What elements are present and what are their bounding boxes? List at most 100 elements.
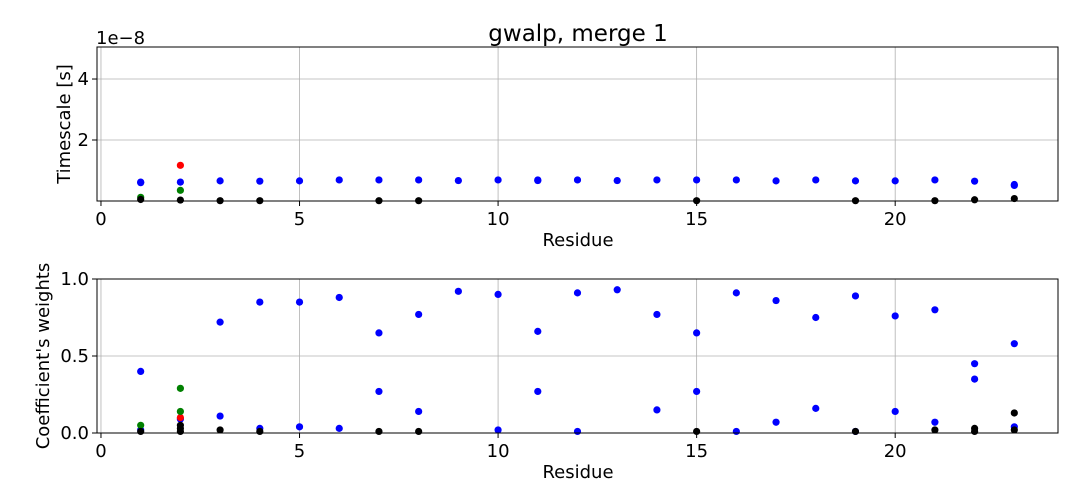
data-point <box>693 329 701 337</box>
data-point <box>415 407 423 416</box>
data-point <box>335 176 343 184</box>
data-point <box>335 424 343 432</box>
data-point <box>454 176 462 185</box>
x-tick-label: 15 <box>685 209 708 230</box>
data-point <box>693 176 701 184</box>
data-point <box>971 177 979 185</box>
data-point <box>891 312 899 320</box>
x-tick-label: 10 <box>487 209 510 230</box>
data-point <box>931 176 939 184</box>
x-tick-label: 5 <box>294 441 305 462</box>
y-axis-label: Coefficient's weights <box>33 263 54 450</box>
x-tick-label: 5 <box>294 209 305 230</box>
data-point <box>931 306 939 314</box>
y-tick-label: 2 <box>78 130 89 151</box>
data-point <box>891 407 899 416</box>
data-point <box>851 292 860 300</box>
data-point <box>613 176 621 185</box>
data-point <box>375 427 383 436</box>
x-axis-label: Residue <box>542 230 613 251</box>
data-point <box>176 178 184 186</box>
data-point <box>573 427 582 436</box>
data-point <box>375 176 383 184</box>
data-point <box>216 412 224 420</box>
data-point <box>732 176 740 184</box>
data-point <box>256 427 264 436</box>
data-point <box>772 418 780 426</box>
y-offset-text: 1e−8 <box>96 28 145 49</box>
data-point <box>176 414 184 422</box>
data-point <box>891 177 899 185</box>
data-point <box>137 427 145 436</box>
data-point <box>1010 194 1018 203</box>
data-point <box>216 426 224 434</box>
data-point <box>534 387 542 396</box>
data-point <box>137 421 145 429</box>
data-point <box>137 195 145 204</box>
data-point <box>176 384 184 392</box>
x-tick-label: 20 <box>884 209 907 230</box>
data-point <box>415 427 423 436</box>
data-point <box>573 176 582 184</box>
data-point <box>812 176 820 184</box>
data-point <box>971 375 979 383</box>
data-point <box>971 427 979 436</box>
data-point <box>176 196 184 204</box>
weights-panel: 0 5 10 15 20 0.0 0.5 1.0 Residue Coefficient's we… <box>33 263 1059 483</box>
data-point <box>137 179 145 187</box>
x-tick-label: 0 <box>95 441 106 462</box>
data-point <box>613 286 621 294</box>
data-point <box>256 177 264 185</box>
data-point <box>534 176 542 185</box>
data-point <box>176 186 184 194</box>
data-point <box>693 387 701 396</box>
data-point <box>772 177 780 185</box>
data-point <box>534 327 542 335</box>
data-point <box>494 176 502 184</box>
x-tick-label: 0 <box>95 209 106 230</box>
data-point <box>851 427 860 436</box>
data-point <box>1010 409 1018 417</box>
data-point <box>295 177 304 185</box>
data-point <box>454 287 462 295</box>
data-point <box>494 290 502 298</box>
chart-title: gwalp, merge 1 <box>488 21 667 47</box>
data-point <box>176 427 184 436</box>
data-point <box>295 298 304 306</box>
data-point <box>216 318 224 326</box>
y-tick-label: 4 <box>78 69 89 90</box>
data-point <box>415 310 423 319</box>
x-tick-label: 20 <box>884 441 907 462</box>
data-point <box>653 406 661 414</box>
data-point <box>415 176 423 184</box>
data-point <box>375 387 383 396</box>
data-point <box>216 177 224 185</box>
data-point <box>772 296 780 305</box>
data-point <box>176 407 184 416</box>
data-point <box>851 177 860 185</box>
y-tick-label: 0.0 <box>60 423 89 444</box>
data-point <box>375 329 383 337</box>
data-point <box>931 426 939 434</box>
data-point <box>1010 340 1018 348</box>
data-point <box>653 310 661 319</box>
data-point <box>732 289 740 297</box>
data-point <box>971 196 979 204</box>
timescale-panel: 0 5 10 15 20 2 4 Residue Timescale [s] 1e−8 <box>54 28 1059 251</box>
y-tick-label: 1.0 <box>60 269 89 290</box>
data-point <box>295 423 304 431</box>
data-point <box>732 427 740 436</box>
data-point <box>176 161 184 169</box>
x-tick-label: 15 <box>685 441 708 462</box>
data-point <box>1010 181 1018 190</box>
data-point <box>573 289 582 297</box>
data-point <box>971 360 979 368</box>
axes-frame <box>96 46 1059 202</box>
data-point <box>812 313 820 322</box>
data-point <box>256 298 264 306</box>
x-axis-label: Residue <box>542 462 613 483</box>
data-point <box>335 293 343 302</box>
data-point <box>931 418 939 426</box>
y-tick-label: 0.5 <box>60 346 89 367</box>
